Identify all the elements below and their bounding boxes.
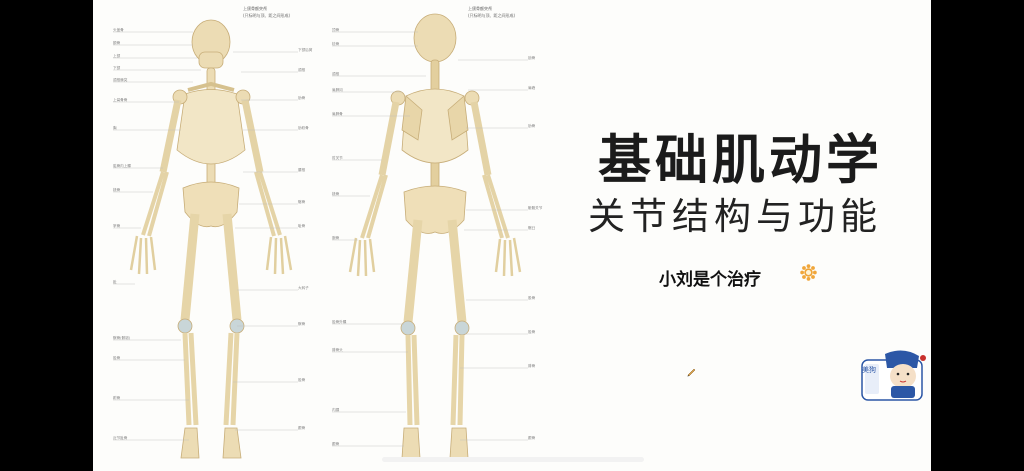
front-left-label: 下颌: [113, 66, 121, 70]
front-right-label: 耻骨: [298, 224, 306, 228]
front-right-label: 腰椎: [298, 168, 306, 172]
front-skeleton-figure: 上颌骨额突颅 (只标明与顶、距之间形成) 头盖骨 额骨 上颌 下颌 颈椎棘突 上…: [93, 0, 323, 471]
back-skeleton-figure: 上颌骨额突颅 (只标明与顶、距之间形成) 顶骨 枕骨 颈椎 肩胛冈 肩胛骨 肘关…: [318, 0, 548, 471]
front-right-label: 髌骨: [298, 322, 306, 326]
slide-canvas: 上颌骨额突颅 (只标明与顶、距之间形成) 头盖骨 额骨 上颌 下颌 颈椎棘突 上…: [93, 0, 931, 471]
front-right-label: 肋软骨: [298, 126, 309, 130]
back-right-label: 腓骨: [528, 364, 536, 368]
front-left-label: 胸: [113, 126, 117, 130]
front-right-label: 颈椎: [298, 68, 306, 72]
front-left-label: 桡骨: [113, 188, 121, 192]
pen-cursor-icon: [687, 368, 696, 377]
slide-subtitle: 关节结构与功能: [588, 195, 882, 238]
front-right-label: 下颌后窝: [298, 48, 313, 52]
back-left-label: 胫骨外髁: [332, 320, 347, 324]
front-left-label: 头盖骨: [113, 28, 124, 32]
front-left-label: 跗骨: [113, 396, 121, 400]
front-left-label: 掌骨: [113, 224, 121, 228]
back-left-label: 肩胛骨: [332, 112, 343, 116]
front-left-label: 趾: [113, 280, 117, 284]
back-right-label: 胫骨: [528, 330, 536, 334]
front-left-label: 近节趾骨: [113, 436, 128, 440]
back-left-label: 枕骨: [332, 42, 340, 46]
back-left-label: 顶骨: [332, 28, 340, 32]
home-indicator[interactable]: [382, 457, 644, 462]
front-left-label: 上臂骨骨: [113, 98, 128, 102]
back-top-label-2: (只标明与顶、距之间形成): [468, 13, 516, 18]
back-left-label: 内踝: [332, 408, 340, 412]
back-right-label: 股骨: [528, 296, 536, 300]
slide-title: 基础肌动学: [598, 130, 883, 191]
back-left-label: 颈椎: [332, 72, 340, 76]
front-left-label: 额骨: [113, 41, 121, 45]
front-left-label: 髌骨(髌韧): [113, 336, 131, 340]
back-right-label: 骶髂关节: [528, 206, 543, 210]
back-right-label: 锁骨: [528, 56, 536, 60]
front-left-label: 肱骨内上髁: [113, 164, 131, 168]
back-skeleton-drawing: [332, 13, 528, 459]
front-right-label: 胫骨: [298, 378, 306, 382]
sun-icon: [800, 264, 817, 281]
back-top-label-1: 上颌骨额突颅: [468, 6, 492, 11]
front-right-label: 大转子: [298, 286, 309, 290]
back-left-label: 腓骨头: [332, 348, 343, 352]
back-left-label: 肘关节: [332, 156, 343, 160]
back-right-label: 肋骨: [528, 124, 536, 128]
back-left-label: 腕骨: [332, 236, 340, 240]
front-left-label: 胫骨: [113, 356, 121, 360]
author-name: 小刘是个治疗: [659, 270, 761, 290]
back-right-label: 跟骨: [528, 436, 536, 440]
back-right-label: 肩峰: [528, 86, 536, 90]
back-left-label: 桡骨: [332, 192, 340, 196]
front-left-label: 颈椎棘突: [113, 78, 128, 82]
front-right-label: 髂骨: [298, 200, 306, 204]
cartoon-doctor-icon[interactable]: [861, 346, 931, 402]
back-right-label: 髋臼: [528, 226, 536, 230]
front-right-label: 肋骨: [298, 96, 306, 100]
front-skeleton-drawing: [113, 19, 298, 459]
back-left-label: 跟骨: [332, 442, 340, 446]
front-top-label-1: 上颌骨额突颅: [243, 6, 267, 11]
front-left-label: 上颌: [113, 54, 121, 58]
front-top-label-2: (只标明与顶、距之间形成): [243, 13, 291, 18]
front-right-label: 跟骨: [298, 426, 306, 430]
back-left-label: 肩胛冈: [332, 88, 343, 92]
mascot-label: 美狗: [862, 366, 876, 374]
